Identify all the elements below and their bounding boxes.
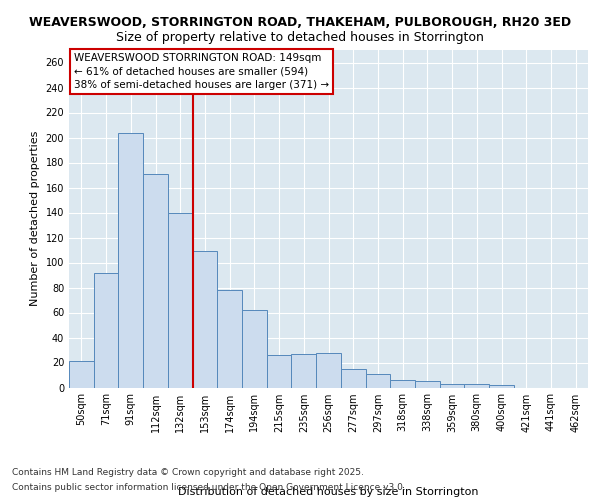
Bar	[390, 380, 415, 388]
Text: Contains public sector information licensed under the Open Government Licence v3: Contains public sector information licen…	[12, 483, 406, 492]
X-axis label: Distribution of detached houses by size in Storrington: Distribution of detached houses by size …	[178, 488, 479, 498]
Bar	[415, 381, 440, 388]
Bar	[316, 352, 341, 388]
Bar	[464, 384, 489, 388]
Bar	[341, 369, 365, 388]
Bar	[94, 272, 118, 388]
Bar	[118, 132, 143, 388]
Text: Size of property relative to detached houses in Storrington: Size of property relative to detached ho…	[116, 31, 484, 44]
Bar	[168, 212, 193, 388]
Text: Contains HM Land Registry data © Crown copyright and database right 2025.: Contains HM Land Registry data © Crown c…	[12, 468, 364, 477]
Text: WEAVERSWOOD STORRINGTON ROAD: 149sqm
← 61% of detached houses are smaller (594)
: WEAVERSWOOD STORRINGTON ROAD: 149sqm ← 6…	[74, 54, 329, 90]
Bar	[440, 384, 464, 388]
Bar	[365, 374, 390, 388]
Bar	[69, 361, 94, 388]
Bar	[242, 310, 267, 388]
Text: WEAVERSWOOD, STORRINGTON ROAD, THAKEHAM, PULBOROUGH, RH20 3ED: WEAVERSWOOD, STORRINGTON ROAD, THAKEHAM,…	[29, 16, 571, 29]
Bar	[292, 354, 316, 388]
Bar	[217, 290, 242, 388]
Bar	[143, 174, 168, 388]
Bar	[489, 385, 514, 388]
Bar	[267, 355, 292, 388]
Y-axis label: Number of detached properties: Number of detached properties	[30, 131, 40, 306]
Bar	[193, 251, 217, 388]
